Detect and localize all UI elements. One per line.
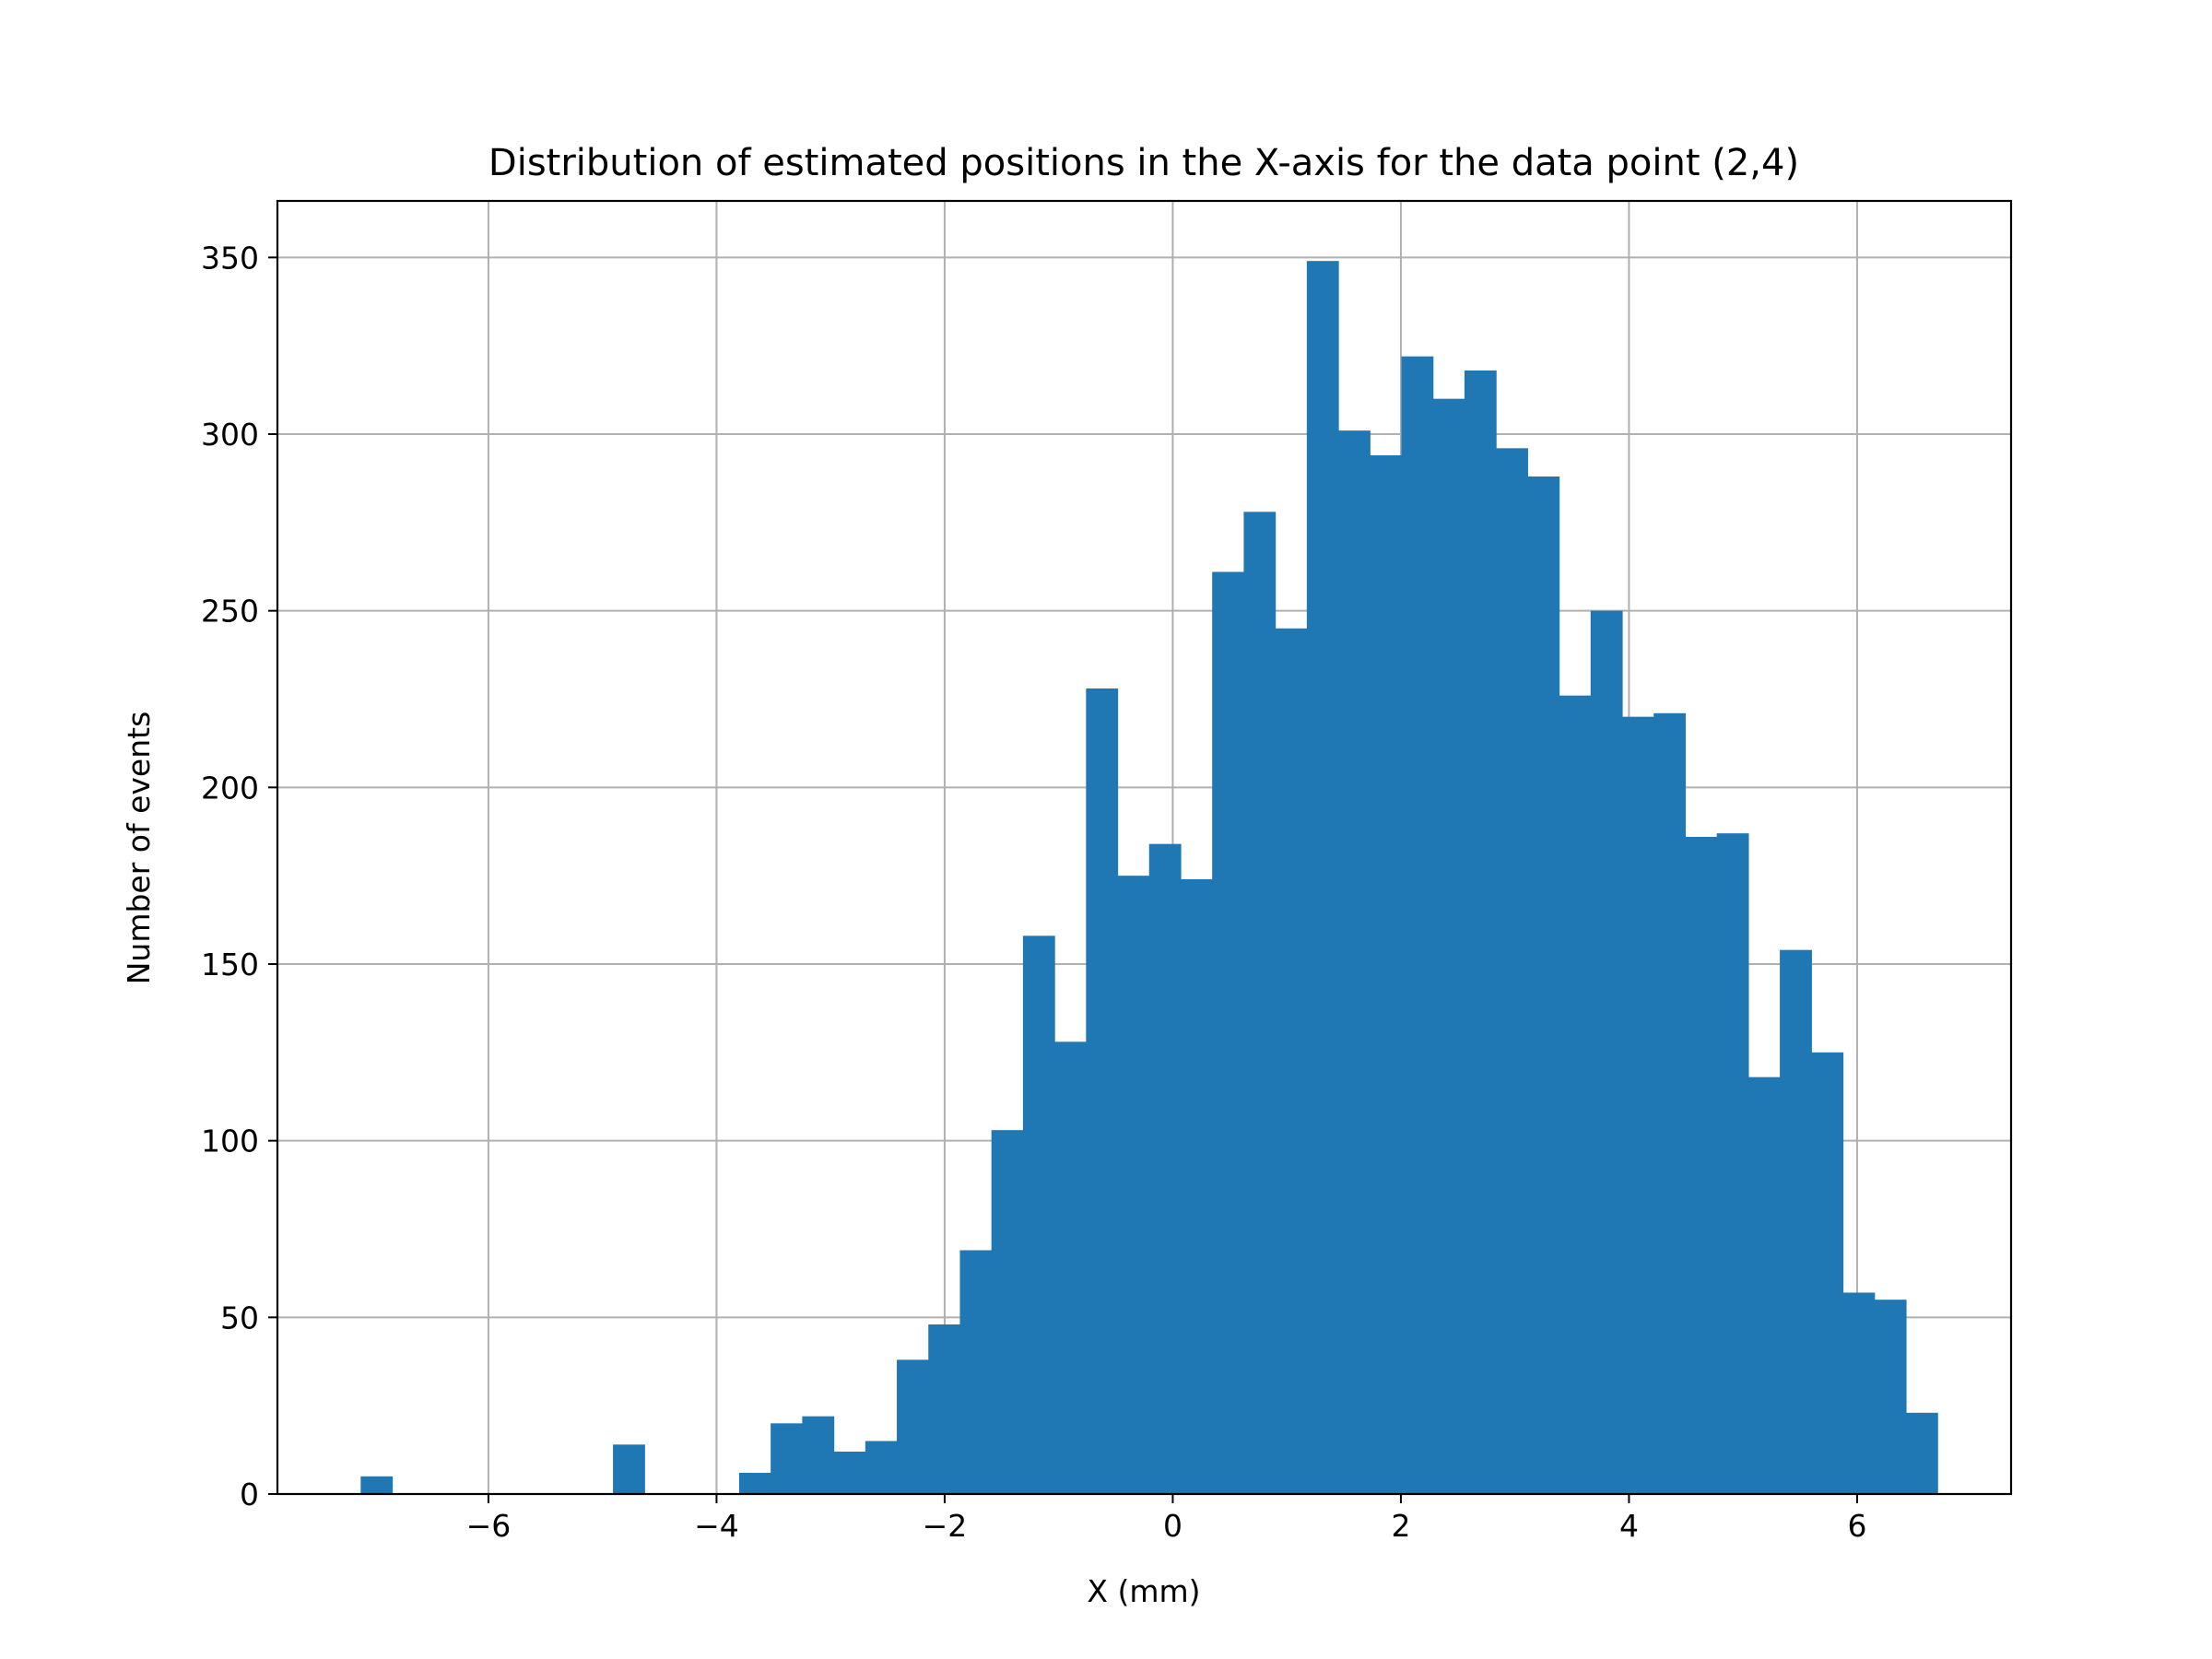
- plot-frame: [276, 199, 2013, 1496]
- y-tick-label: 0: [240, 1477, 259, 1512]
- histogram-bar: [1338, 430, 1371, 1495]
- histogram-bar: [1306, 261, 1339, 1495]
- y-tick-label: 50: [220, 1300, 259, 1335]
- x-tick-label: 4: [1619, 1508, 1639, 1544]
- x-tick-label: −2: [923, 1508, 968, 1544]
- x-axis-ticks: −6 −4 −2 0 2 4 6: [466, 1494, 1866, 1544]
- histogram-bar: [1527, 477, 1560, 1494]
- histogram-bar: [1022, 935, 1055, 1494]
- histogram-bar: [1622, 716, 1654, 1494]
- histogram-bar: [771, 1423, 803, 1494]
- y-tick-label: 300: [201, 417, 259, 453]
- histogram-bar: [1874, 1300, 1907, 1494]
- x-tick-label: −4: [694, 1508, 739, 1544]
- histogram-bar: [1653, 712, 1687, 1494]
- x-tick-label: 0: [1163, 1508, 1182, 1544]
- histogram-bar: [1905, 1412, 1938, 1494]
- histogram-bar: [959, 1250, 993, 1494]
- histogram-bar: [613, 1444, 645, 1494]
- histogram-bar: [1148, 843, 1182, 1494]
- histogram-bar: [1780, 949, 1812, 1494]
- histogram-bar: [1243, 512, 1277, 1495]
- histogram-bar: [1275, 628, 1308, 1494]
- y-axis-title: Number of events: [121, 712, 157, 985]
- histogram-bar: [897, 1359, 929, 1494]
- histogram-bar: [1054, 1041, 1087, 1494]
- histogram-bar: [1811, 1052, 1844, 1494]
- histogram-bar: [865, 1441, 898, 1494]
- histogram-bar: [1401, 356, 1434, 1495]
- y-tick-label: 150: [201, 947, 259, 982]
- histogram-bar: [991, 1130, 1024, 1494]
- histogram-bar: [802, 1416, 835, 1494]
- y-axis-ticks: 0 50 100 150 200 250 300 350: [201, 240, 277, 1512]
- histogram-bar: [1685, 837, 1718, 1494]
- y-tick-label: 100: [201, 1124, 259, 1159]
- histogram-bar: [1559, 695, 1592, 1494]
- y-tick-label: 250: [201, 594, 259, 629]
- histogram-bars: [360, 261, 1938, 1495]
- x-tick-label: 6: [1847, 1508, 1866, 1544]
- histogram-bar: [1370, 455, 1403, 1494]
- histogram-bar: [1716, 833, 1749, 1494]
- x-axis-title: X (mm): [1087, 1573, 1200, 1609]
- histogram-bar: [1747, 1077, 1781, 1494]
- histogram-bar: [928, 1324, 961, 1494]
- histogram-bar: [1464, 371, 1497, 1494]
- histogram-bar: [360, 1476, 394, 1494]
- histogram-bar: [1432, 398, 1465, 1495]
- histogram-bar: [1496, 448, 1528, 1494]
- x-tick-label: −6: [466, 1508, 512, 1544]
- y-tick-label: 200: [201, 770, 259, 806]
- histogram-bar: [1842, 1292, 1876, 1494]
- histogram-bar: [1212, 571, 1245, 1494]
- histogram-bar: [833, 1452, 866, 1494]
- chart-title: Distribution of estimated positions in t…: [488, 142, 1799, 184]
- histogram-bar: [1086, 688, 1119, 1494]
- histogram-bar: [1590, 610, 1623, 1494]
- histogram-bar: [738, 1473, 771, 1494]
- histogram-bar: [1180, 879, 1213, 1494]
- histogram-bar: [1117, 876, 1150, 1494]
- x-tick-label: 2: [1391, 1508, 1410, 1544]
- y-tick-label: 350: [201, 240, 259, 276]
